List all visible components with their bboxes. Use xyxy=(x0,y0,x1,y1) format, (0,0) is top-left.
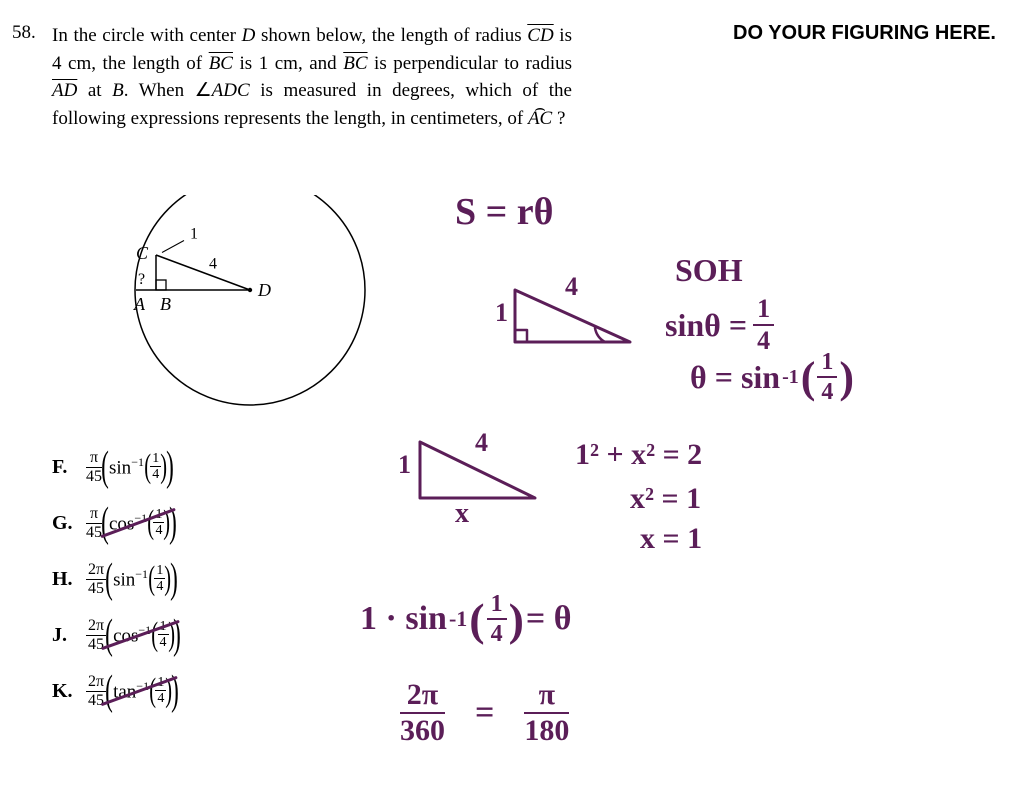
q-CD: CD xyxy=(527,25,553,46)
choice-expression: 2π45(cos−1(14)) xyxy=(86,616,180,654)
q-t1: In the circle with center xyxy=(52,25,242,46)
page-root: 58. In the circle with center D shown be… xyxy=(0,0,1024,785)
hand-theta-d: 4 xyxy=(817,378,837,404)
q-AD: AD xyxy=(52,80,77,101)
question-text: In the circle with center D shown below,… xyxy=(52,22,572,132)
answer-choices: F.π45(sin−1(14)) G.π45(cos−1(14)) H.2π45(s… xyxy=(52,448,180,728)
q-D: D xyxy=(242,25,256,46)
q-t9: ? xyxy=(552,108,565,129)
hand-s-eq: S = rθ xyxy=(455,190,554,234)
hand-pyth1: 1² + x² = 2 xyxy=(575,438,702,472)
choice-letter: H. xyxy=(52,568,86,591)
choice-expression: 2π45(sin−1(14)) xyxy=(86,560,177,598)
hand-sin-n: 1 xyxy=(753,296,774,326)
q-t6: at xyxy=(77,80,112,101)
hand-frac-eq: 2π 360 = π 180 xyxy=(400,680,569,746)
hand-tri1-1: 1 xyxy=(495,298,508,328)
hand-theta-l: θ = sin xyxy=(690,359,780,396)
hand-eq: = xyxy=(475,694,494,732)
hand-tri2-1: 1 xyxy=(398,450,411,480)
hand-tri1-4: 4 xyxy=(565,272,578,302)
q-ADC: ADC xyxy=(212,80,250,101)
answer-choice: K.2π45(tan−1(14)) xyxy=(52,672,180,710)
answer-choice: H.2π45(sin−1(14)) xyxy=(52,560,180,598)
q-BC: BC xyxy=(209,53,233,74)
hand-tri2-x: x xyxy=(455,498,469,530)
svg-text:?: ? xyxy=(138,271,145,288)
hand-fr-n: π xyxy=(524,680,569,714)
circle-diagram-svg: D AB C 14? xyxy=(118,195,378,425)
hand-sin-l: sinθ = xyxy=(665,307,747,344)
q-t5: is perpendicular to radius xyxy=(368,53,572,74)
svg-text:C: C xyxy=(136,243,149,263)
hand-soh: SOH xyxy=(675,252,743,289)
hand-w1-n: 1 xyxy=(487,592,507,620)
svg-text:D: D xyxy=(257,280,271,300)
q-t4: is 1 cm, and xyxy=(233,53,343,74)
answer-choice: J.2π45(cos−1(14)) xyxy=(52,616,180,654)
hand-fr-d: 180 xyxy=(524,714,569,746)
svg-text:4: 4 xyxy=(209,256,217,273)
figuring-here-label: DO YOUR FIGURING HERE. xyxy=(733,22,996,45)
choice-expression: 2π45(tan−1(14)) xyxy=(86,672,178,710)
hand-work1: 1 · sin -1 ( 1 4 ) = θ xyxy=(360,592,572,646)
svg-text:B: B xyxy=(160,294,171,314)
choice-letter: J. xyxy=(52,624,86,647)
hand-tri2-4: 4 xyxy=(475,428,488,458)
choice-expression: π45(sin−1(14)) xyxy=(86,448,173,486)
answer-choice: G.π45(cos−1(14)) xyxy=(52,504,180,542)
hand-pyth2: x² = 1 xyxy=(630,482,701,516)
q-AC: AC xyxy=(528,105,552,133)
answer-choice: F.π45(sin−1(14)) xyxy=(52,448,180,486)
q-t7: . When xyxy=(124,80,195,101)
hand-fl-n: 2π xyxy=(400,680,445,714)
choice-letter: G. xyxy=(52,512,86,535)
hand-w1-r: = θ xyxy=(526,600,572,638)
q-angle: ∠ xyxy=(195,80,212,101)
choice-letter: K. xyxy=(52,680,86,703)
hand-w1-l: 1 · sin xyxy=(360,600,447,638)
hand-theta-n: 1 xyxy=(817,350,837,378)
hand-w1-d: 4 xyxy=(487,620,507,646)
hand-theta-eq: θ = sin -1 ( 1 4 ) xyxy=(690,350,856,404)
q-t2: shown below, the length of radius xyxy=(255,25,527,46)
q-B: B xyxy=(112,80,124,101)
choice-letter: F. xyxy=(52,456,86,479)
hand-fl-d: 360 xyxy=(400,714,445,746)
hand-sin-eq: sinθ = 1 4 xyxy=(665,296,774,354)
hand-theta-inv: -1 xyxy=(782,366,799,389)
hand-pyth3: x = 1 xyxy=(640,522,702,556)
question-number: 58. xyxy=(12,22,36,44)
svg-text:1: 1 xyxy=(190,226,198,243)
choice-expression: π45(cos−1(14)) xyxy=(86,504,176,542)
svg-text:A: A xyxy=(133,294,146,314)
hand-w1-inv: -1 xyxy=(449,606,467,632)
q-BC2: BC xyxy=(343,53,367,74)
